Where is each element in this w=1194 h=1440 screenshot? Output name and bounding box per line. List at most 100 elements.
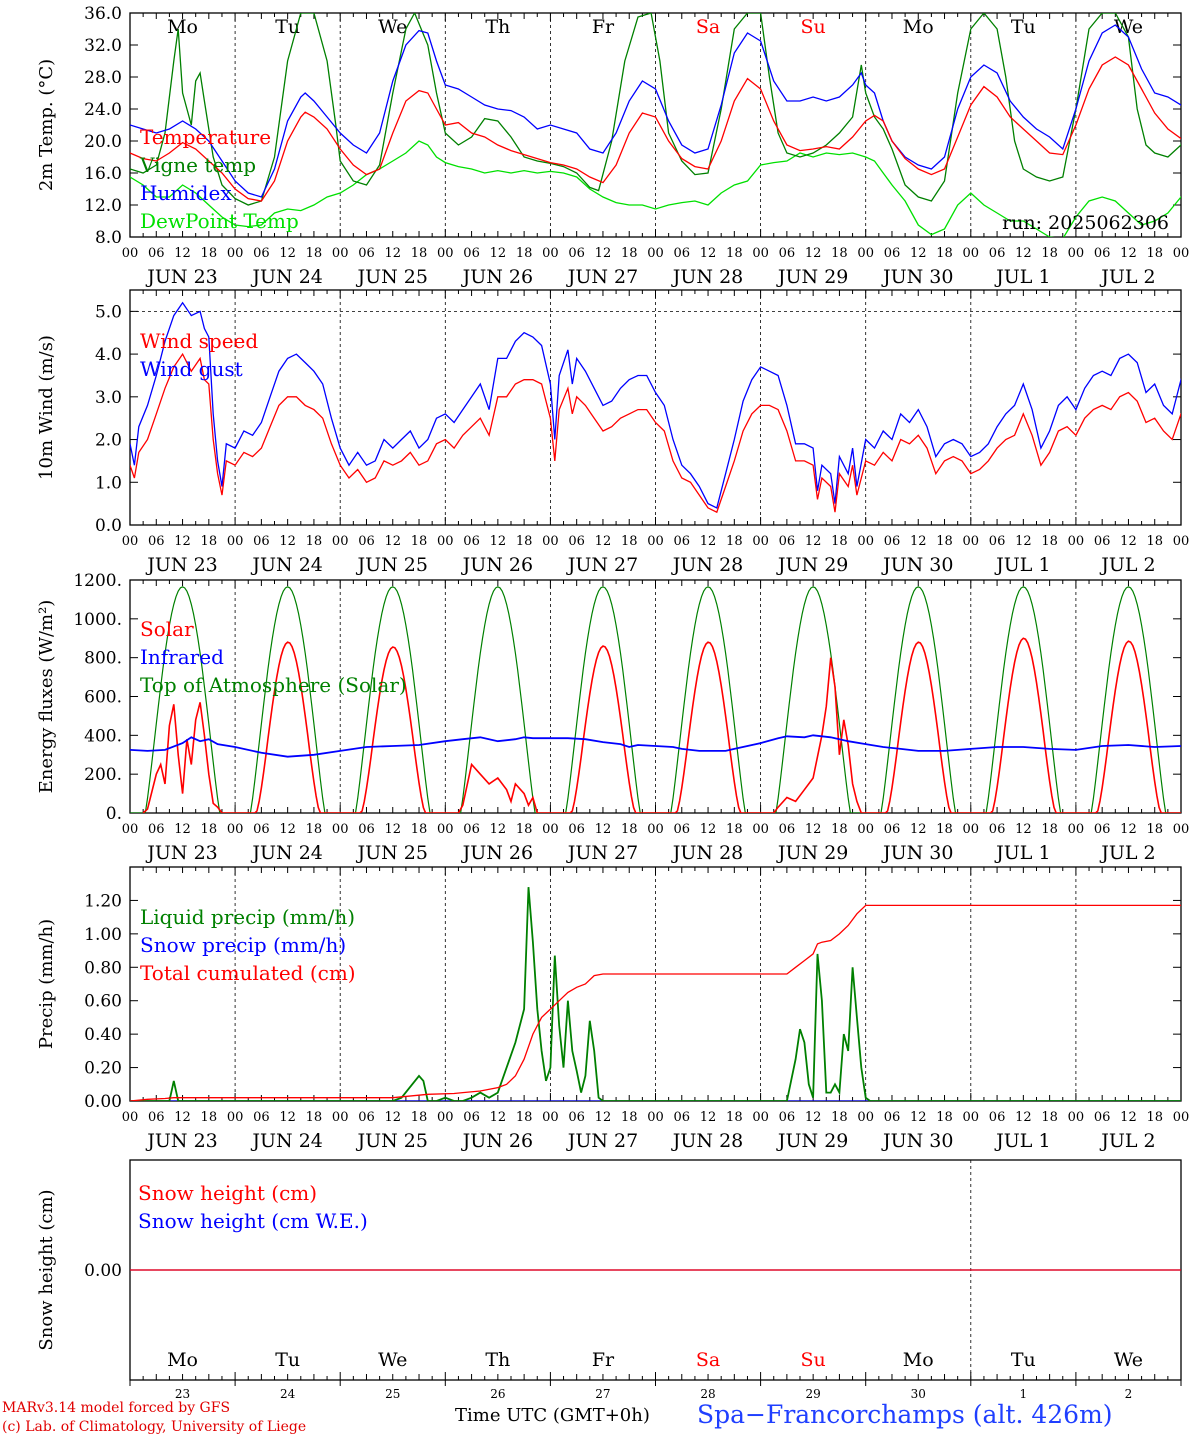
panel-4: 0.00 0.20 0.40 0.60 0.80 1.00 1.20 Precip (mm/h… [36,866,1189,1152]
hour-tick-label: 00 [857,822,874,837]
panel-3: 0. 200. 400. 600. 800. 1000. 1200. Energy fluxe… [36,571,1189,864]
weekday-label: Tu [1011,16,1036,38]
hour-tick-label: 12 [1015,1110,1032,1125]
hour-tick-label: 18 [306,1110,323,1125]
day-number-label: 27 [595,1387,610,1401]
hour-tick-label: 00 [332,822,349,837]
hour-tick-label: 00 [122,534,139,549]
weekday-label: Mo [903,16,934,38]
date-label: JUN 26 [461,554,533,576]
weekday-label: We [1114,1349,1143,1371]
hour-tick-label: 00 [647,534,664,549]
hour-tick-label: 18 [1041,534,1058,549]
hour-tick-label: 12 [910,534,927,549]
hour-tick-label: 18 [306,534,323,549]
date-label: JUN 30 [881,266,953,288]
hour-tick-label: 06 [674,246,691,261]
solar-line [142,637,1181,813]
hour-tick-label: 06 [358,246,375,261]
hour-tick-label: 00 [963,1110,980,1125]
panel-2: 0.0 1.0 2.0 3.0 4.0 5.0 10m Wind (m/s) 00 06 12 18… [36,289,1190,576]
date-label: JUL 1 [994,266,1050,288]
hour-tick-label: 12 [805,534,822,549]
hour-tick-label: 00 [647,246,664,261]
model-credit: MARv3.14 model forced by GFS [2,1400,231,1416]
hour-tick-label: 18 [726,822,743,837]
date-label: JUN 29 [776,842,848,864]
hour-tick-label: 06 [463,822,480,837]
hour-tick-label: 12 [1015,246,1032,261]
date-label: JUN 23 [145,266,217,288]
hour-tick-label: 00 [332,1110,349,1125]
legend-entry: Snow height (cm) [138,1181,317,1205]
hour-tick-label: 12 [595,246,612,261]
hour-tick-label: 06 [989,822,1006,837]
hour-tick-label: 00 [542,534,559,549]
weekday-label: Su [801,16,826,38]
hour-tick-label: 12 [1120,1110,1137,1125]
date-label: JUN 28 [671,266,743,288]
hour-tick-label: 12 [490,1110,507,1125]
date-label: JUN 29 [776,554,848,576]
hour-tick-label: 18 [726,1110,743,1125]
hour-tick-label: 18 [1146,822,1163,837]
date-label: JUL 1 [994,842,1050,864]
hour-tick-label: 12 [279,1110,296,1125]
series-group [130,586,1181,813]
legend-entry: Total cumulated (cm) [140,961,356,985]
y-tick-label: 0.20 [84,1059,122,1079]
weekday-label: Tu [275,1349,300,1371]
date-label: JUN 26 [461,1130,533,1152]
date-label: JUL 1 [994,554,1050,576]
hour-tick-label: 18 [831,246,848,261]
y-tick-label: 16.0 [84,164,122,184]
hour-tick-label: 06 [568,1110,585,1125]
hour-tick-label: 00 [437,822,454,837]
hour-tick-label: 06 [674,822,691,837]
hour-tick-label: 06 [253,246,270,261]
hour-tick-label: 12 [279,534,296,549]
hour-tick-label: 00 [122,246,139,261]
y-tick-label: 4.0 [95,345,122,365]
hour-tick-label: 12 [910,246,927,261]
hour-tick-label: 00 [963,822,980,837]
hour-tick-label: 00 [1068,1110,1085,1125]
y-tick-label: 400. [84,726,122,746]
date-label: JUN 25 [356,554,428,576]
day-number-label: 2 [1125,1387,1133,1401]
hour-tick-label: 18 [1041,1110,1058,1125]
total-cumulated-cm-line [130,904,1181,1101]
hour-tick-label: 18 [306,822,323,837]
hour-tick-label: 18 [1041,822,1058,837]
hour-tick-label: 00 [437,534,454,549]
hour-tick-label: 18 [306,246,323,261]
day-number-label: 26 [490,1387,505,1401]
hour-tick-label: 06 [148,534,165,549]
hour-tick-label: 18 [1146,534,1163,549]
hour-tick-label: 12 [384,1110,401,1125]
lab-credit: (c) Lab. of Climatology, University of L… [2,1419,307,1435]
hour-tick-label: 00 [857,534,874,549]
hour-tick-label: 00 [647,1110,664,1125]
hour-tick-label: 00 [1173,534,1190,549]
weekday-label: Fr [592,1349,615,1371]
date-label: JUN 24 [250,1130,322,1152]
y-tick-label: 2.0 [95,431,122,451]
hour-tick-label: 12 [384,822,401,837]
hour-tick-label: 06 [884,246,901,261]
y-tick-label: 0.00 [84,1261,122,1281]
hour-tick-label: 18 [621,822,638,837]
hour-tick-label: 12 [595,1110,612,1125]
weekday-label: Sa [696,1349,720,1371]
hour-tick-label: 18 [621,246,638,261]
date-label: JUN 28 [671,1130,743,1152]
hour-tick-label: 00 [227,822,244,837]
date-label: JUN 27 [566,1130,638,1152]
date-label: JUN 24 [250,554,322,576]
hour-tick-label: 06 [779,246,796,261]
y-axis-label: 10m Wind (m/s) [36,335,57,480]
date-label: JUN 26 [461,266,533,288]
hour-tick-label: 06 [884,534,901,549]
hour-tick-label: 06 [1094,822,1111,837]
